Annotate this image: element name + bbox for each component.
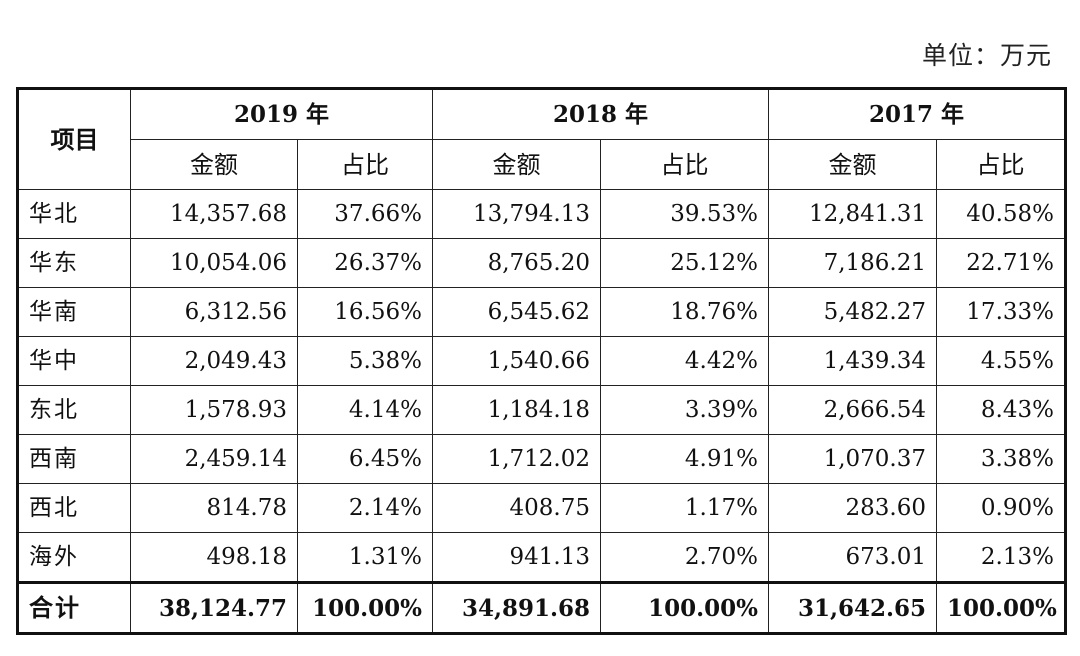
amount-2018-cell: 6,545.62 — [432, 287, 601, 337]
ratio-2017-cell: 17.33% — [936, 287, 1066, 337]
amount-2017-cell: 2,666.54 — [768, 385, 937, 435]
total-amount-2019-cell: 38,124.77 — [130, 581, 298, 634]
amount-2018-cell: 408.75 — [432, 483, 601, 533]
amount-2017-cell: 673.01 — [768, 532, 937, 583]
ratio-2018-cell: 39.53% — [600, 189, 769, 239]
amount-2017-cell: 7,186.21 — [768, 238, 937, 288]
ratio-2018-cell: 4.91% — [600, 434, 769, 484]
amount-2019-cell: 2,049.43 — [130, 336, 298, 386]
region-cell: 东北 — [17, 385, 131, 435]
amount-2017-cell: 5,482.27 — [768, 287, 937, 337]
year-header-2019: 2019 年 — [130, 88, 433, 140]
region-cell: 华中 — [17, 336, 131, 386]
ratio-2017-cell: 22.71% — [936, 238, 1066, 288]
ratio-2019-cell: 26.37% — [297, 238, 433, 288]
ratio-2018-cell: 25.12% — [600, 238, 769, 288]
amount-2018-cell: 8,765.20 — [432, 238, 601, 288]
total-amount-2017-cell: 31,642.65 — [768, 581, 937, 634]
amount-2019-cell: 14,357.68 — [130, 189, 298, 239]
amount-2018-cell: 1,540.66 — [432, 336, 601, 386]
ratio-2017-cell: 2.13% — [936, 532, 1066, 583]
table-row: 华东 10,054.06 26.37% 8,765.20 25.12% 7,18… — [17, 238, 1066, 288]
ratio-2018-cell: 1.17% — [600, 483, 769, 533]
amount-header-2019: 金额 — [130, 139, 298, 190]
amount-2017-cell: 283.60 — [768, 483, 937, 533]
ratio-2017-cell: 40.58% — [936, 189, 1066, 239]
ratio-2019-cell: 4.14% — [297, 385, 433, 435]
region-cell: 海外 — [17, 532, 131, 583]
ratio-2019-cell: 37.66% — [297, 189, 433, 239]
regional-revenue-table: 项目 2019 年 2018 年 2017 年 金额 占比 金额 占比 金额 占… — [16, 87, 1067, 635]
table-row: 华南 6,312.56 16.56% 6,545.62 18.76% 5,482… — [17, 287, 1066, 337]
total-amount-2018-cell: 34,891.68 — [432, 581, 601, 634]
total-row: 合计 38,124.77 100.00% 34,891.68 100.00% 3… — [17, 581, 1066, 634]
region-cell: 西北 — [17, 483, 131, 533]
amount-header-2017: 金额 — [768, 139, 937, 190]
table-row: 华北 14,357.68 37.66% 13,794.13 39.53% 12,… — [17, 189, 1066, 239]
amount-2019-cell: 6,312.56 — [130, 287, 298, 337]
amount-2018-cell: 1,184.18 — [432, 385, 601, 435]
item-column-header: 项目 — [17, 88, 131, 190]
total-label-cell: 合计 — [17, 581, 131, 634]
total-ratio-2017-cell: 100.00% — [936, 581, 1066, 634]
total-ratio-2019-cell: 100.00% — [297, 581, 433, 634]
ratio-2019-cell: 1.31% — [297, 532, 433, 583]
amount-2019-cell: 10,054.06 — [130, 238, 298, 288]
subheader-row: 金额 占比 金额 占比 金额 占比 — [18, 139, 1066, 190]
ratio-2017-cell: 4.55% — [936, 336, 1066, 386]
year-header-2017: 2017 年 — [768, 88, 1066, 140]
table-row: 西北 814.78 2.14% 408.75 1.17% 283.60 0.90… — [17, 483, 1066, 533]
region-cell: 华东 — [17, 238, 131, 288]
ratio-2019-cell: 6.45% — [297, 434, 433, 484]
table-row: 西南 2,459.14 6.45% 1,712.02 4.91% 1,070.3… — [17, 434, 1066, 484]
ratio-2018-cell: 3.39% — [600, 385, 769, 435]
region-cell: 华北 — [17, 189, 131, 239]
ratio-2018-cell: 2.70% — [600, 532, 769, 583]
ratio-2019-cell: 5.38% — [297, 336, 433, 386]
ratio-2018-cell: 18.76% — [600, 287, 769, 337]
table-row: 华中 2,049.43 5.38% 1,540.66 4.42% 1,439.3… — [17, 336, 1066, 386]
year-header-2018: 2018 年 — [432, 88, 769, 140]
amount-2019-cell: 1,578.93 — [130, 385, 298, 435]
total-ratio-2018-cell: 100.00% — [600, 581, 769, 634]
amount-2017-cell: 12,841.31 — [768, 189, 937, 239]
amount-2018-cell: 941.13 — [432, 532, 601, 583]
table-row: 东北 1,578.93 4.14% 1,184.18 3.39% 2,666.5… — [17, 385, 1066, 435]
year-header-row: 项目 2019 年 2018 年 2017 年 — [17, 88, 1066, 190]
ratio-2019-cell: 2.14% — [297, 483, 433, 533]
amount-2019-cell: 814.78 — [130, 483, 298, 533]
ratio-2019-cell: 16.56% — [297, 287, 433, 337]
amount-2018-cell: 1,712.02 — [432, 434, 601, 484]
amount-2019-cell: 2,459.14 — [130, 434, 298, 484]
region-cell: 华南 — [17, 287, 131, 337]
amount-2019-cell: 498.18 — [130, 532, 298, 583]
ratio-2018-cell: 4.42% — [600, 336, 769, 386]
amount-2018-cell: 13,794.13 — [432, 189, 601, 239]
ratio-2017-cell: 0.90% — [936, 483, 1066, 533]
amount-2017-cell: 1,070.37 — [768, 434, 937, 484]
ratio-2017-cell: 8.43% — [936, 385, 1066, 435]
region-cell: 西南 — [17, 434, 131, 484]
ratio-header-2018: 占比 — [600, 139, 769, 190]
amount-2017-cell: 1,439.34 — [768, 336, 937, 386]
unit-label: 单位：万元 — [921, 41, 1052, 70]
ratio-header-2019: 占比 — [297, 139, 433, 190]
ratio-2017-cell: 3.38% — [936, 434, 1066, 484]
amount-header-2018: 金额 — [432, 139, 601, 190]
table-row: 海外 498.18 1.31% 941.13 2.70% 673.01 2.13… — [17, 532, 1066, 583]
ratio-header-2017: 占比 — [936, 139, 1066, 190]
